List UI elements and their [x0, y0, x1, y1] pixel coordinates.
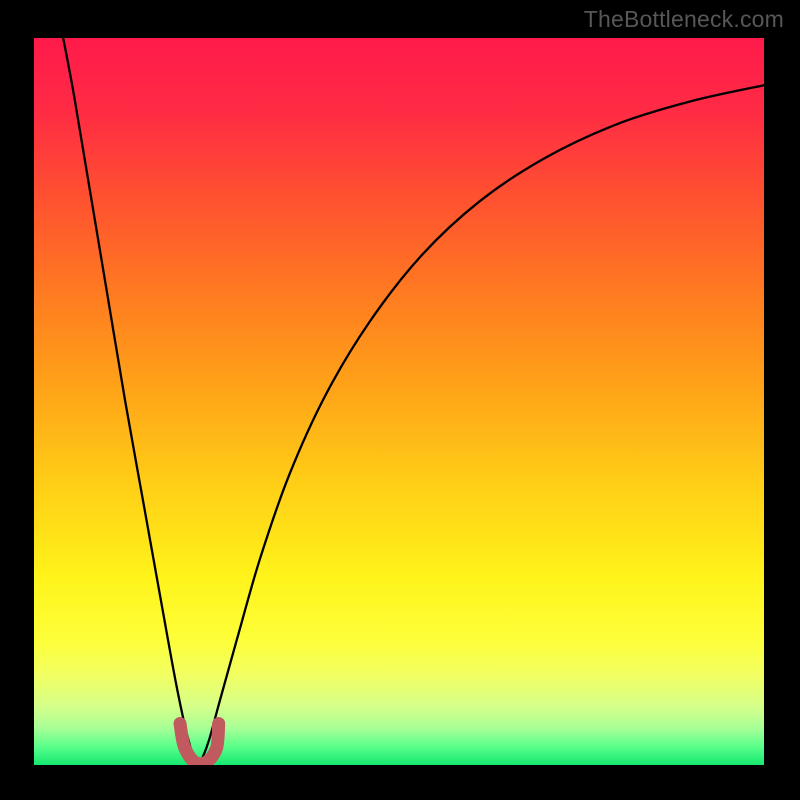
gradient-background: [34, 38, 764, 765]
plot-svg: [34, 38, 764, 765]
plot-area: [34, 38, 764, 765]
watermark-text: TheBottleneck.com: [584, 6, 784, 33]
